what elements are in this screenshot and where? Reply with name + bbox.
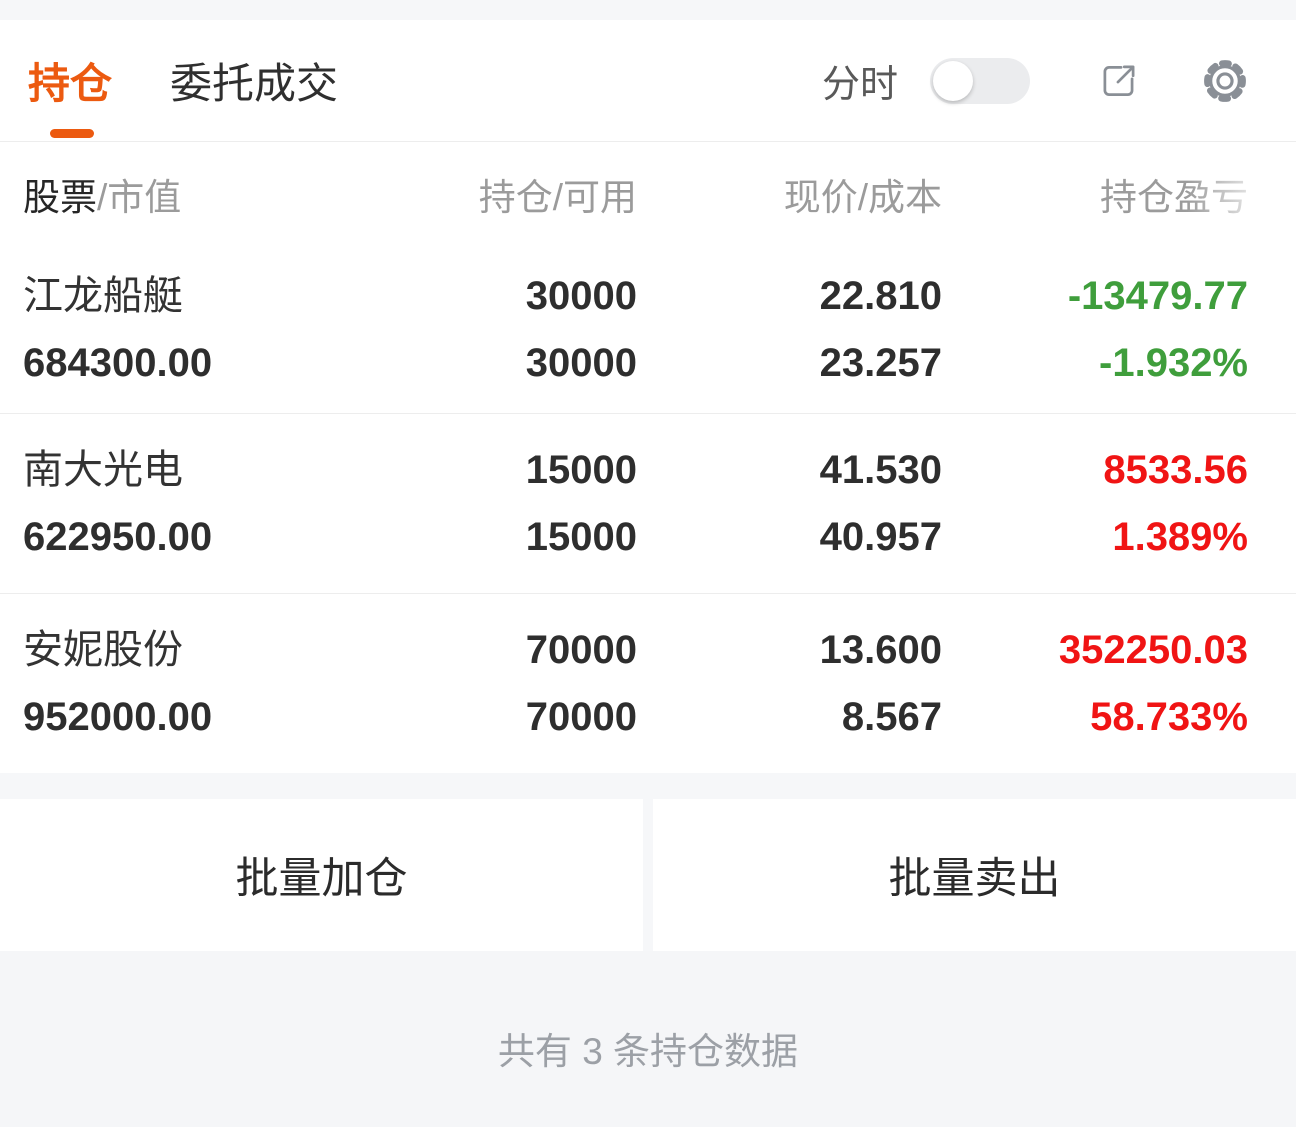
market-value: 952000.00 <box>23 695 213 739</box>
position-qty: 70000 <box>525 628 637 672</box>
share-icon[interactable] <box>1096 58 1142 104</box>
profit-value: 8533.56 <box>1103 448 1248 492</box>
tab-bar: 持仓 委托成交 分时 <box>0 20 1296 142</box>
stock-name: 南大光电 <box>23 448 183 492</box>
position-qty: 30000 <box>525 273 637 318</box>
current-price: 13.600 <box>819 628 942 672</box>
table-row[interactable]: 江龙船艇 30000 22.810 -13479.77 684300.00 30… <box>0 245 1296 413</box>
current-price: 41.530 <box>819 448 942 492</box>
available-qty: 15000 <box>525 515 637 559</box>
toggle-knob <box>933 60 973 101</box>
spacer-strip <box>0 773 1296 799</box>
profit-percent: 1.389% <box>1112 515 1248 559</box>
header-right-fade <box>1186 142 1296 245</box>
cost-price: 23.257 <box>819 340 942 385</box>
tab-orders[interactable]: 委托成交 <box>170 60 339 107</box>
profit-percent: 58.733% <box>1090 695 1248 739</box>
available-qty: 70000 <box>525 695 637 739</box>
active-tab-underline <box>50 129 94 138</box>
profit-value: -13479.77 <box>1067 273 1248 318</box>
cost-price: 8.567 <box>841 695 942 739</box>
available-qty: 30000 <box>525 340 637 385</box>
table-header: 股票/市值 持仓/可用 现价/成本 持仓盈亏 <box>0 142 1296 245</box>
header-marketvalue: /市值 <box>97 176 182 218</box>
current-price: 22.810 <box>819 273 942 318</box>
minute-chart-label: 分时 <box>821 64 898 106</box>
minute-chart-toggle[interactable] <box>930 57 1030 104</box>
batch-sell-button[interactable]: 批量卖出 <box>653 799 1296 951</box>
status-bar <box>0 0 1296 20</box>
batch-buy-button[interactable]: 批量加仓 <box>0 799 643 951</box>
stock-name: 安妮股份 <box>23 628 183 672</box>
table-row[interactable]: 安妮股份 70000 13.600 352250.03 952000.00 70… <box>0 593 1296 773</box>
footer: 共有 3 条持仓数据 <box>0 951 1296 1127</box>
tabbar-controls: 分时 <box>822 53 1250 108</box>
header-stock-marketvalue: 股票/市值 <box>23 167 377 221</box>
profit-value: 352250.03 <box>1058 628 1248 672</box>
table-row[interactable]: 南大光电 15000 41.530 8533.56 622950.00 1500… <box>0 413 1296 593</box>
header-stock: 股票 <box>23 176 97 218</box>
cost-price: 40.957 <box>819 515 942 559</box>
header-position-available: 持仓/可用 <box>478 176 637 218</box>
position-qty: 15000 <box>525 448 637 492</box>
action-gap <box>643 799 653 951</box>
profit-percent: -1.932% <box>1099 340 1248 385</box>
header-price-cost: 现价/成本 <box>783 176 942 218</box>
gear-icon[interactable] <box>1200 56 1250 106</box>
market-value: 622950.00 <box>23 515 213 559</box>
tab-positions[interactable]: 持仓 <box>28 60 113 107</box>
action-bar: 批量加仓 批量卖出 <box>0 799 1296 951</box>
market-value: 684300.00 <box>23 340 213 385</box>
positions-count-summary: 共有 3 条持仓数据 <box>497 1031 799 1072</box>
positions-list: 江龙船艇 30000 22.810 -13479.77 684300.00 30… <box>0 245 1296 773</box>
stock-name: 江龙船艇 <box>23 273 183 318</box>
